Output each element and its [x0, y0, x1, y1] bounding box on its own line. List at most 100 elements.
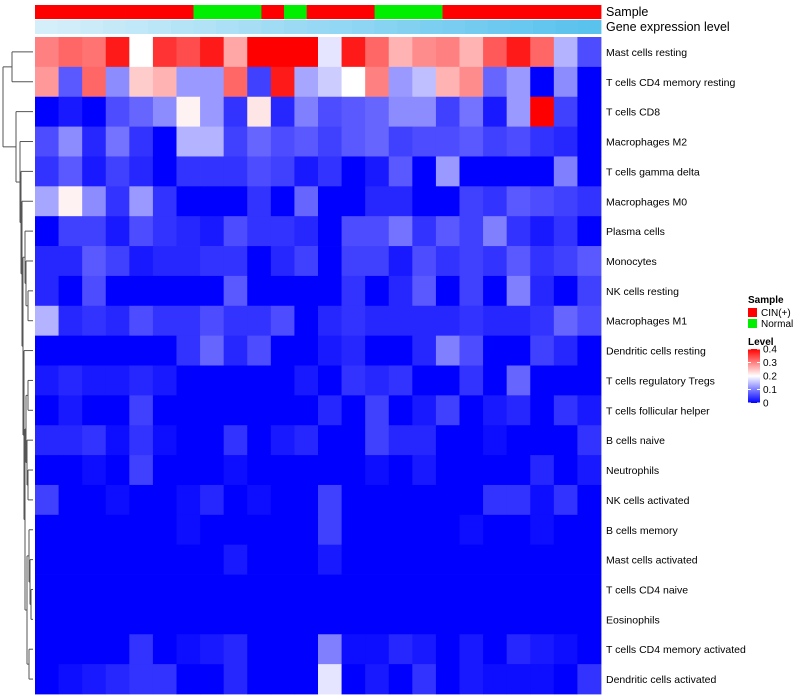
heatmap-cell	[318, 365, 342, 396]
heatmap-cell	[388, 455, 413, 486]
heatmap-cell	[223, 365, 248, 396]
heatmap-cell	[365, 335, 390, 366]
heatmap-cell	[553, 335, 578, 366]
heatmap-cell	[341, 246, 366, 277]
row-label: T cells follicular helper	[606, 405, 710, 417]
heatmap-cell	[530, 186, 555, 217]
expression-annotation-cell	[57, 20, 81, 34]
heatmap-cell	[318, 574, 342, 605]
heatmap-cell	[553, 425, 578, 456]
heatmap-cell	[553, 365, 578, 396]
heatmap-cell	[294, 275, 319, 307]
heatmap-cell	[223, 275, 248, 307]
heatmap-cell	[388, 246, 413, 277]
heatmap-cell	[577, 246, 602, 277]
heatmap-cell	[247, 365, 272, 396]
heatmap-cell	[412, 664, 437, 695]
heatmap-cell	[483, 246, 508, 277]
heatmap-cell	[435, 514, 460, 546]
heatmap-cell	[530, 425, 555, 456]
heatmap-cell	[294, 37, 319, 68]
legend-tick-label: 0.3	[763, 358, 777, 369]
row-label: B cells naive	[606, 435, 665, 447]
heatmap-cell	[341, 455, 366, 486]
heatmap-cell	[200, 514, 225, 546]
heatmap-cell	[530, 514, 555, 546]
heatmap-cell	[105, 604, 130, 635]
heatmap-cell	[294, 156, 319, 187]
heatmap-cell	[176, 305, 201, 337]
heatmap-cell	[506, 335, 531, 366]
heatmap-cell	[105, 246, 130, 277]
heatmap-cell	[483, 186, 508, 217]
heatmap-cell	[341, 395, 366, 426]
heatmap-cell	[223, 484, 248, 516]
heatmap-cell	[200, 305, 225, 337]
heatmap-cell	[247, 246, 272, 277]
heatmap-cell	[270, 66, 295, 98]
expression-annotation-cell	[465, 20, 489, 34]
heatmap-cell	[553, 216, 578, 247]
sample-annotation-cell	[125, 5, 149, 19]
heatmap-cell	[294, 604, 319, 635]
heatmap-cell	[388, 305, 413, 337]
heatmap-cell	[341, 186, 366, 217]
heatmap-cell	[223, 335, 248, 366]
heatmap-cell	[152, 216, 177, 247]
heatmap-cell	[577, 664, 602, 695]
heatmap-cell	[105, 305, 130, 337]
heatmap-cell	[483, 395, 508, 426]
heatmap-cell	[530, 126, 555, 157]
heatmap-cell	[58, 186, 83, 217]
sample-annotation-cell	[306, 5, 330, 19]
heatmap-cell	[223, 246, 248, 277]
heatmap-cell	[365, 455, 390, 486]
heatmap-cell	[435, 96, 460, 127]
heatmap-cell	[247, 156, 272, 187]
heatmap-cell	[577, 305, 602, 337]
heatmap-cell	[152, 156, 177, 187]
heatmap-cell	[530, 574, 555, 605]
heatmap-cell	[341, 156, 366, 187]
legend-tick-label: 0.2	[763, 372, 777, 383]
heatmap-cell	[35, 395, 59, 426]
heatmap-cell	[318, 66, 342, 98]
heatmap-cell	[82, 126, 107, 157]
heatmap-cell	[459, 455, 484, 486]
heatmap-cell	[270, 514, 295, 546]
heatmap-cell	[294, 634, 319, 665]
heatmap-cell	[152, 126, 177, 157]
heatmap-cell	[341, 365, 366, 396]
heatmap-cell	[247, 425, 272, 456]
heatmap-cell	[318, 246, 342, 277]
heatmap-cell	[129, 335, 154, 366]
heatmap-cell	[105, 335, 130, 366]
heatmap-cell	[105, 425, 130, 456]
heatmap-cell	[530, 156, 555, 187]
heatmap-cell	[412, 96, 437, 127]
heatmap-cell	[82, 37, 107, 68]
sample-annotation-label: Sample	[606, 5, 648, 19]
heatmap-cell	[200, 96, 225, 127]
heatmap-cell	[483, 156, 508, 187]
heatmap-cell	[176, 365, 201, 396]
heatmap-cell	[35, 275, 59, 307]
heatmap-cell	[200, 246, 225, 277]
heatmap-cell	[341, 37, 366, 68]
heatmap-cell	[82, 246, 107, 277]
row-label: Neutrophils	[606, 465, 659, 477]
heatmap-cell	[435, 484, 460, 516]
heatmap-cell	[506, 96, 531, 127]
heatmap-cell	[412, 455, 437, 486]
legend-sample-title: Sample	[748, 295, 784, 306]
heatmap-cell	[553, 664, 578, 695]
heatmap-cell	[105, 216, 130, 247]
legend-tick-label: 0	[763, 399, 769, 410]
heatmap-cell	[506, 186, 531, 217]
heatmap-cell	[152, 37, 177, 68]
heatmap-cell	[506, 365, 531, 396]
heatmap-cell	[553, 455, 578, 486]
expression-annotation-cell	[284, 20, 308, 34]
heatmap-cell	[270, 365, 295, 396]
sample-annotation-cell	[374, 5, 398, 19]
